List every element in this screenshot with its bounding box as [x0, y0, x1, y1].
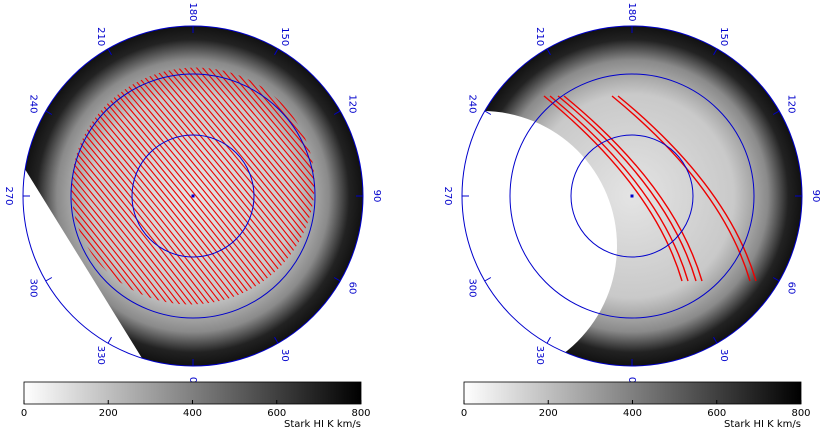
arc-line — [144, 35, 349, 339]
arc-line — [168, 35, 349, 339]
blank-region — [462, 111, 617, 366]
theta-tick — [45, 277, 53, 282]
colorbar-label: Stark HI K km/s — [284, 419, 361, 430]
arc-line — [543, 95, 683, 282]
center-mark — [630, 194, 634, 198]
theta-label: 180 — [626, 2, 637, 21]
theta-label: 0 — [626, 377, 637, 383]
colorbar-tick-label: 800 — [351, 408, 370, 419]
theta-tick — [333, 277, 341, 282]
theta-tick — [45, 110, 53, 115]
theta-tick — [484, 110, 492, 115]
sky-map — [462, 26, 802, 366]
theta-tick — [546, 48, 551, 56]
colorbar-tick-label: 200 — [539, 408, 558, 419]
colorbar-label: Stark HI K km/s — [724, 419, 801, 430]
arc-line — [611, 95, 751, 282]
arc-line — [563, 95, 703, 282]
theta-label: 330 — [95, 346, 106, 365]
theta-label: 270 — [3, 186, 14, 205]
arc-line — [162, 35, 349, 339]
colorbar-tick-label: 200 — [99, 408, 118, 419]
theta-tick — [772, 277, 780, 282]
arc-line — [549, 95, 689, 282]
theta-label: 150 — [718, 27, 729, 46]
theta-tick — [546, 336, 551, 344]
colorbar-tick-label: 600 — [267, 408, 286, 419]
theta-tick — [274, 48, 279, 56]
theta-tick — [107, 336, 112, 344]
theta-label: 300 — [467, 278, 478, 297]
theta-label: 120 — [346, 94, 357, 113]
theta-label: 90 — [810, 190, 821, 203]
colorbar-tick-label: 0 — [21, 408, 27, 419]
theta-tick — [333, 110, 341, 115]
theta-label: 60 — [346, 282, 357, 295]
theta-label: 210 — [534, 27, 545, 46]
arc-line — [126, 35, 349, 339]
theta-tick — [484, 277, 492, 282]
colorbar-tick-label: 800 — [791, 408, 810, 419]
sky-map — [23, 26, 363, 366]
arc-line — [150, 35, 349, 339]
arc-line — [138, 35, 349, 339]
colorbar-tick-label: 400 — [183, 408, 202, 419]
theta-label: 90 — [371, 190, 382, 203]
theta-label: 270 — [442, 186, 453, 205]
arc-line — [617, 95, 757, 282]
theta-tick — [713, 48, 718, 56]
colorbar-tick-label: 0 — [461, 408, 467, 419]
theta-label: 210 — [95, 27, 106, 46]
grid-circle — [131, 134, 255, 258]
theta-label: 30 — [279, 349, 290, 362]
arc-line — [174, 35, 349, 339]
grid-circle — [509, 73, 755, 319]
grid-circle — [570, 134, 694, 258]
theta-label: 300 — [28, 278, 39, 297]
arc-line — [156, 35, 349, 339]
center-mark — [191, 194, 195, 198]
theta-label: 30 — [718, 349, 729, 362]
theta-label: 240 — [467, 94, 478, 113]
theta-label: 240 — [28, 94, 39, 113]
theta-tick — [274, 336, 279, 344]
theta-tick — [772, 110, 780, 115]
arc-line — [132, 35, 349, 339]
theta-tick — [713, 336, 718, 344]
theta-label: 180 — [187, 2, 198, 21]
theta-label: 60 — [785, 282, 796, 295]
theta-label: 150 — [279, 27, 290, 46]
theta-label: 120 — [785, 94, 796, 113]
theta-label: 0 — [187, 377, 198, 383]
colorbar-tick-label: 400 — [623, 408, 642, 419]
theta-tick — [107, 48, 112, 56]
theta-label: 330 — [534, 346, 545, 365]
colorbar-tick-label: 600 — [707, 408, 726, 419]
arc-line — [557, 95, 697, 282]
grid-circle — [70, 73, 316, 319]
